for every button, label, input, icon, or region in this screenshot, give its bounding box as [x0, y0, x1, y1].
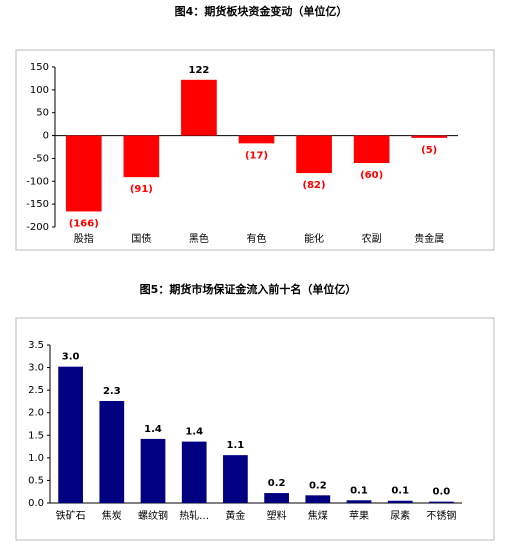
x-tick-label: 尿素 [390, 509, 410, 522]
data-label: (17) [245, 150, 268, 161]
bar [429, 501, 454, 503]
y-tick-label: -100 [26, 176, 49, 187]
y-tick-label: -50 [33, 153, 49, 164]
x-tick-label: 股指 [74, 232, 94, 245]
x-tick-label: 黑色 [189, 232, 209, 245]
data-label: (166) [69, 218, 99, 229]
x-tick-label: 农副 [362, 232, 382, 245]
x-tick-label: 苹果 [349, 509, 369, 522]
y-tick-label: 150 [30, 62, 49, 73]
x-tick-label: 国债 [131, 232, 151, 245]
x-tick-label: 黄金 [225, 509, 245, 522]
bar [99, 400, 125, 503]
bar [58, 366, 83, 503]
bar [411, 135, 448, 138]
chart-frame [15, 49, 495, 251]
chart-title: 图5：期货市场保证金流入前十名（单位亿） [140, 282, 357, 296]
data-label: 1.4 [144, 424, 162, 435]
data-label: 0.1 [350, 485, 368, 496]
y-tick-label: 0.0 [28, 498, 44, 509]
y-tick-label: 100 [30, 85, 49, 96]
bar [238, 135, 275, 144]
data-label: 2.3 [103, 386, 121, 397]
data-label: (5) [421, 145, 437, 156]
data-label: 0.1 [391, 486, 409, 497]
x-tick-label: 不锈钢 [426, 509, 456, 522]
y-tick-label: 1.5 [28, 430, 44, 441]
bar [140, 438, 166, 503]
y-tick-label: 3.5 [28, 340, 44, 351]
bar [181, 79, 217, 136]
data-label: 0.2 [268, 478, 286, 489]
y-tick-label: 2.5 [28, 385, 44, 396]
data-label: 0.0 [433, 487, 451, 498]
chart-frame [15, 317, 495, 541]
x-tick-label: 焦炭 [102, 509, 122, 522]
x-tick-label: 有色 [247, 232, 267, 245]
y-tick-label: 2.0 [28, 408, 44, 419]
data-label: 0.2 [309, 480, 327, 491]
bar [305, 495, 331, 503]
bar [181, 441, 207, 503]
y-tick-label: -150 [26, 199, 49, 210]
y-tick-label: 3.0 [28, 363, 44, 374]
y-tick-label: 0.5 [28, 475, 44, 486]
data-label: (91) [130, 184, 153, 195]
x-tick-label: 热轧… [179, 509, 209, 522]
data-label: 1.4 [185, 427, 203, 438]
x-tick-label: 螺纹钢 [138, 509, 168, 522]
bar [296, 135, 332, 174]
data-label: 1.1 [227, 440, 245, 451]
data-label: (60) [360, 170, 383, 181]
y-tick-label: 1.0 [28, 453, 44, 464]
data-label: (82) [303, 180, 326, 191]
x-tick-label: 塑料 [267, 509, 287, 522]
x-tick-label: 能化 [304, 232, 324, 245]
bar [123, 135, 160, 178]
data-label: 122 [188, 65, 209, 76]
y-tick-label: 50 [36, 108, 49, 119]
x-tick-label: 铁矿石 [56, 509, 86, 522]
y-tick-label: -200 [26, 222, 49, 233]
x-tick-label: 焦煤 [308, 509, 328, 522]
bar [387, 500, 413, 503]
bar [264, 493, 289, 503]
data-label: 3.0 [62, 352, 80, 363]
y-tick-label: 0 [43, 131, 49, 142]
bar [353, 135, 390, 163]
x-tick-label: 贵金属 [414, 232, 444, 245]
bar [346, 500, 372, 503]
chart-title: 图4：期货板块资金变动（单位亿） [175, 4, 348, 18]
bar [65, 135, 102, 212]
bar [223, 455, 248, 503]
